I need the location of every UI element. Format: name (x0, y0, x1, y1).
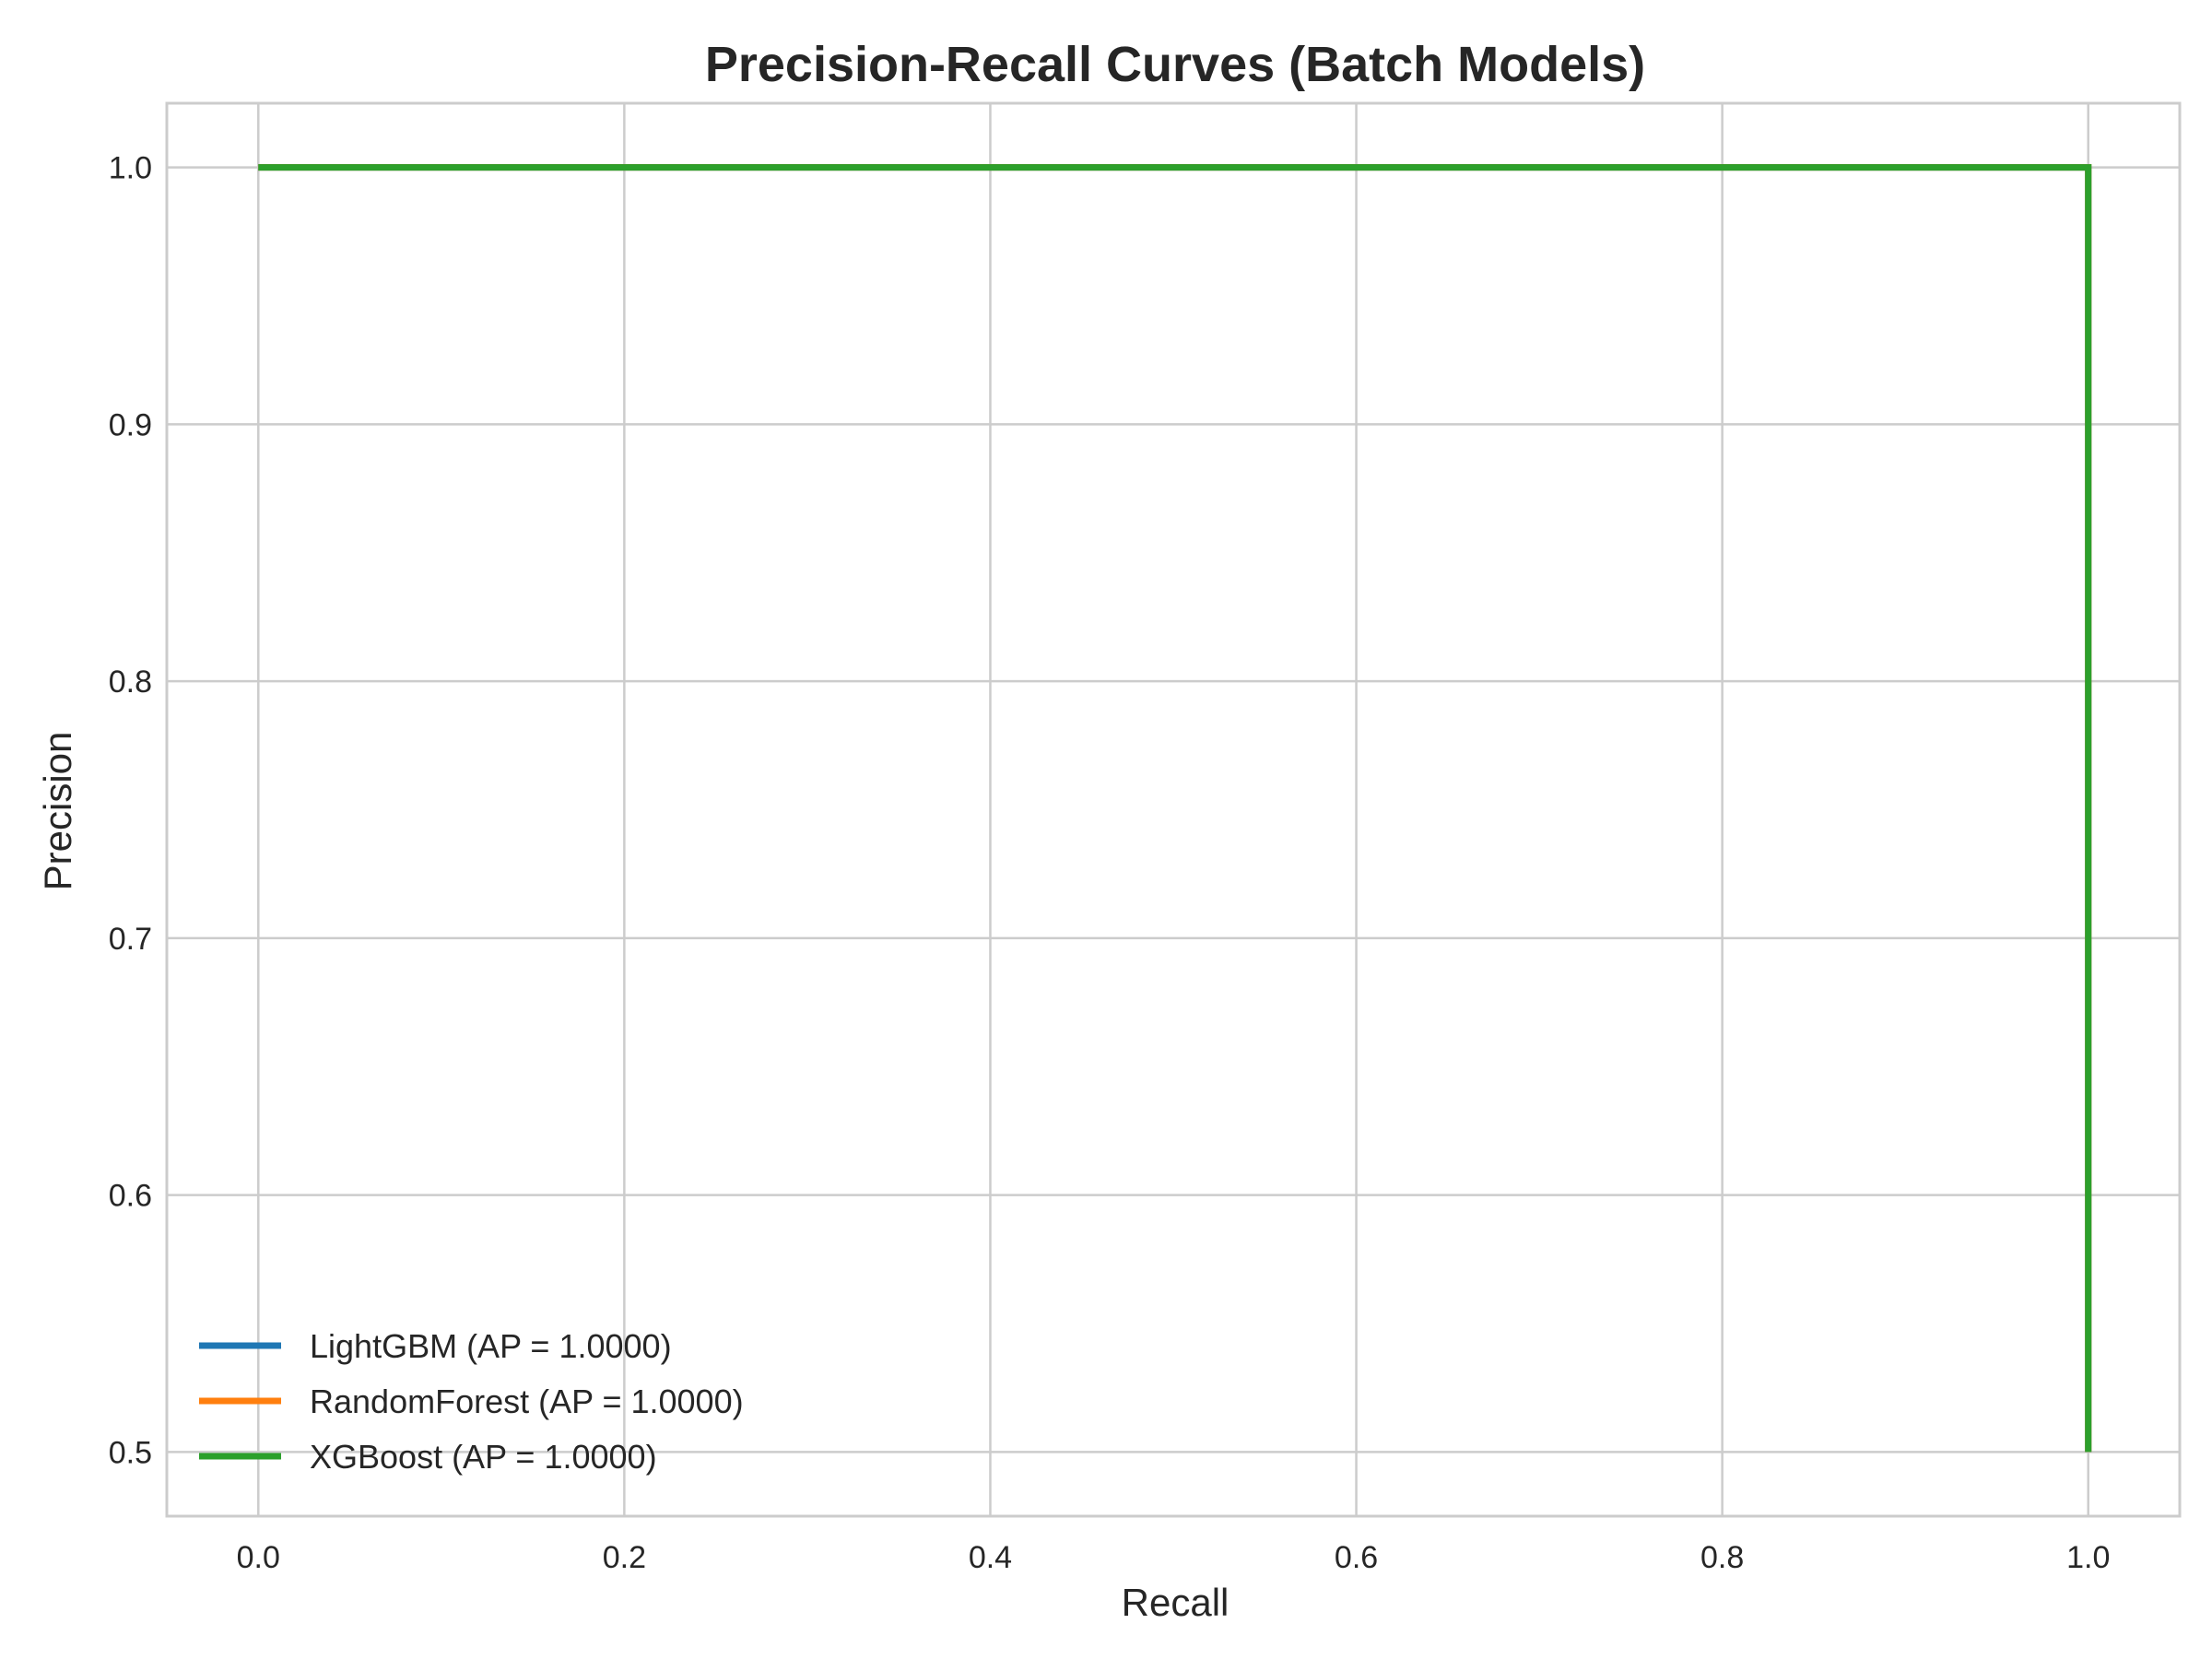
x-tick-labels: 0.0 0.2 0.4 0.6 0.8 1.0 (237, 1540, 2111, 1575)
chart-title: Precision-Recall Curves (Batch Models) (705, 37, 1645, 92)
y-tick-label: 0.9 (109, 407, 152, 442)
y-tick-label: 0.5 (109, 1435, 152, 1470)
x-tick-label: 0.6 (1335, 1540, 1378, 1575)
y-tick-label: 1.0 (109, 151, 152, 186)
series-line-2 (258, 164, 2092, 1453)
x-axis-label: Recall (1122, 1581, 1230, 1624)
x-tick-label: 0.8 (1700, 1540, 1744, 1575)
legend-entry-label: XGBoost (AP = 1.0000) (310, 1438, 657, 1476)
legend-entry-label: LightGBM (AP = 1.0000) (310, 1327, 672, 1365)
y-tick-label: 0.6 (109, 1179, 152, 1214)
x-tick-label: 0.2 (603, 1540, 646, 1575)
legend-entry-label: RandomForest (AP = 1.0000) (310, 1382, 744, 1420)
y-tick-labels: 0.5 0.6 0.7 0.8 0.9 1.0 (109, 151, 152, 1471)
series-lines (258, 164, 2092, 1453)
series-line-1 (258, 164, 2092, 1453)
y-tick-label: 0.8 (109, 665, 152, 700)
plot-frame (165, 101, 2182, 1518)
series-line-0 (258, 164, 2092, 1453)
y-tick-label: 0.7 (109, 922, 152, 957)
y-axis-label: Precision (36, 732, 79, 891)
x-tick-label: 0.4 (969, 1540, 1012, 1575)
legend: LightGBM (AP = 1.0000) RandomForest (AP =… (199, 1327, 744, 1476)
grid (167, 103, 2180, 1516)
x-tick-label: 0.0 (237, 1540, 280, 1575)
x-tick-label: 1.0 (2066, 1540, 2110, 1575)
